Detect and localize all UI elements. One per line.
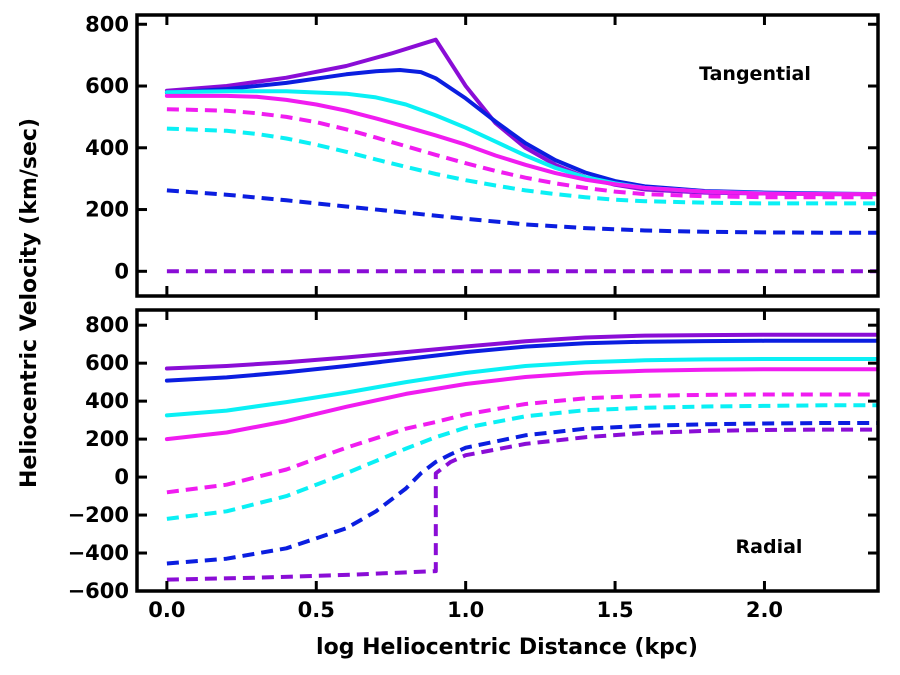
y-axis-title: Heliocentric Velocity (km/sec): [17, 118, 42, 488]
bottom-y-tick-label: −200: [68, 503, 129, 527]
tangential-label: Tangential: [699, 63, 811, 85]
tangential-panel-frame: [135, 13, 880, 298]
bottom-y-tick-label: −400: [68, 541, 129, 565]
bottom-series-magenta-solid: [164, 367, 878, 442]
bottom-series-blue-dashed: [166, 421, 878, 566]
bottom-series-cyan-dashed: [166, 403, 878, 521]
x-tick-label: 0.5: [298, 598, 335, 622]
top-series-magenta-solid: [164, 93, 878, 197]
bottom-y-tick-label: 800: [85, 313, 129, 337]
x-tick-label: 0.0: [148, 598, 185, 622]
radial-panel-frame: [135, 308, 880, 593]
bottom-y-tick-label: −600: [68, 579, 129, 603]
x-tick-label: 2.0: [746, 598, 783, 622]
top-series-blue-dashed: [166, 188, 878, 235]
x-axis-title: log Heliocentric Distance (kpc): [316, 635, 698, 660]
radial-label: Radial: [736, 536, 803, 558]
top-y-tick-label: 800: [85, 12, 129, 36]
x-tick-label: 1.5: [596, 598, 633, 622]
tangential-panel: 0 200 400 600 800 Tangential: [85, 12, 880, 298]
top-y-tick-label: 400: [85, 136, 129, 160]
top-y-tick-label: 0: [114, 259, 129, 283]
top-y-tick-label: 600: [85, 74, 129, 98]
bottom-series-violet-solid: [164, 332, 878, 371]
bottom-y-tick-label: 0: [114, 465, 129, 489]
bottom-series-violet-dashed: [166, 427, 878, 582]
bottom-series-magenta-dashed: [166, 392, 878, 495]
top-series-magenta-dashed: [166, 107, 878, 200]
bottom-y-tick-label: 600: [85, 351, 129, 375]
bottom-y-tick-label: 200: [85, 427, 129, 451]
bottom-y-tick-label: 400: [85, 389, 129, 413]
bottom-series-blue-solid: [164, 338, 878, 383]
top-series-cyan-dashed: [166, 126, 878, 206]
top-y-tick-label: 200: [85, 198, 129, 222]
radial-panel: −600 −400 −200 0 200 400 600 800 0.0 0.5 1.0 1.5 2.0…: [68, 308, 880, 622]
x-tick-label: 1.0: [447, 598, 484, 622]
bottom-series-cyan-solid: [164, 357, 878, 418]
